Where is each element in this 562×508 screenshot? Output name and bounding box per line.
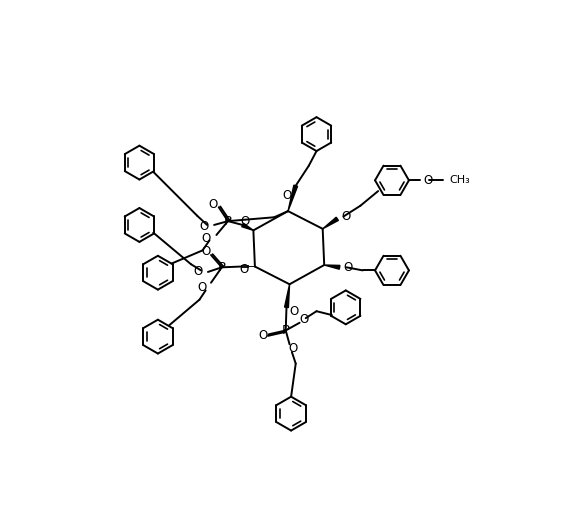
Text: O: O: [289, 305, 299, 318]
Text: O: O: [300, 313, 309, 326]
Polygon shape: [288, 185, 297, 211]
Text: P: P: [218, 261, 226, 274]
Text: O: O: [258, 329, 268, 342]
Text: O: O: [289, 342, 298, 356]
Text: CH₃: CH₃: [449, 175, 470, 185]
Polygon shape: [242, 223, 253, 230]
Text: O: O: [201, 245, 210, 259]
Polygon shape: [324, 265, 340, 269]
Text: O: O: [424, 174, 433, 187]
Text: O: O: [209, 198, 218, 211]
Text: O: O: [200, 220, 209, 233]
Text: O: O: [202, 232, 211, 244]
Text: O: O: [197, 281, 206, 294]
Polygon shape: [284, 284, 289, 308]
Text: O: O: [239, 263, 249, 276]
Text: O: O: [341, 210, 350, 223]
Text: P: P: [224, 214, 232, 228]
Text: P: P: [282, 324, 290, 337]
Text: O: O: [283, 189, 292, 202]
Text: O: O: [241, 214, 250, 228]
Text: O: O: [193, 266, 202, 278]
Text: O: O: [343, 261, 353, 274]
Polygon shape: [323, 217, 338, 229]
